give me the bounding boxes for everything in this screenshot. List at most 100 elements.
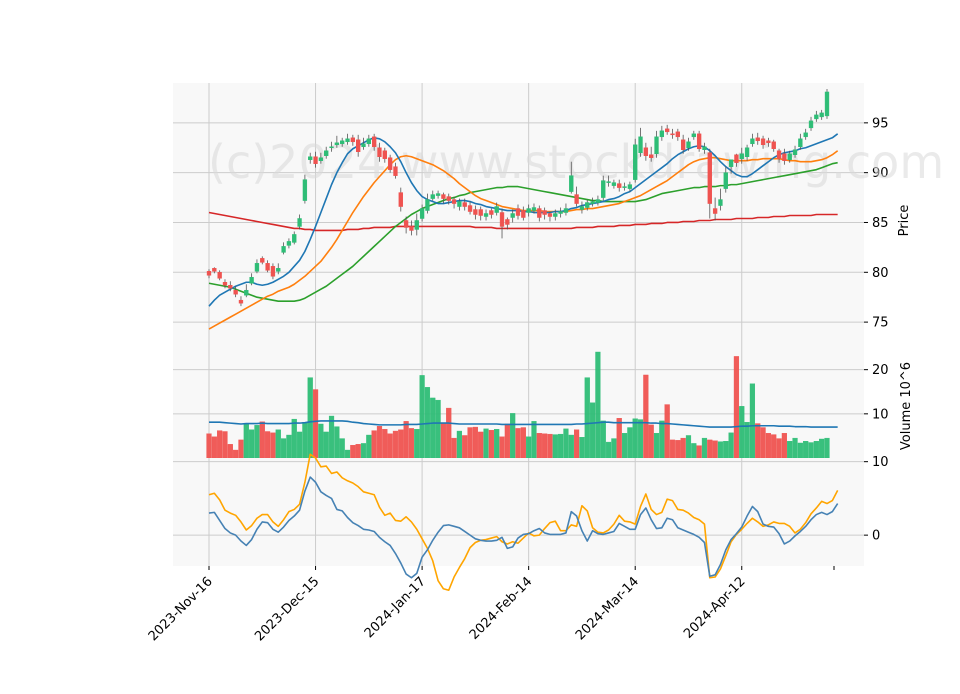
x-tick-label: 2024-Apr-12 <box>681 574 748 641</box>
volume-bar-up <box>531 421 537 459</box>
candle-up <box>340 140 345 145</box>
candle-up <box>803 132 808 138</box>
candle-up <box>414 220 419 230</box>
candle-down <box>696 133 702 150</box>
candle-down <box>233 289 238 295</box>
candle-up <box>318 157 324 161</box>
volume-bar-down <box>574 429 580 459</box>
candle-down <box>382 150 387 159</box>
volume-bar-up <box>296 431 303 459</box>
volume-bar-up <box>808 442 814 459</box>
volume-bar-down <box>765 433 771 459</box>
macd-line <box>208 476 839 579</box>
candle-up <box>585 202 590 208</box>
volume-bar-down <box>233 449 239 459</box>
candle-down <box>270 266 276 277</box>
volume-bar-up <box>552 434 558 459</box>
volume-bar-down <box>270 432 276 459</box>
candle-up <box>249 277 254 284</box>
candle-up <box>744 147 750 157</box>
candle-up <box>553 213 558 217</box>
candle-down <box>776 150 782 159</box>
volume-bar-down <box>408 428 415 459</box>
candle-up <box>622 186 627 188</box>
volume-bar-down <box>312 389 319 459</box>
y-tick-label: 20 <box>872 363 889 378</box>
volume-bar-down <box>259 421 265 459</box>
volume-bar-up <box>563 428 569 459</box>
candle-down <box>467 205 473 212</box>
macd-panel-background <box>173 458 864 566</box>
candle-up <box>425 199 430 211</box>
candle-up <box>686 141 691 149</box>
candle-down <box>680 139 686 151</box>
volume-bar-down <box>675 440 681 459</box>
candle-up <box>324 150 329 156</box>
volume-bar-up <box>307 377 313 459</box>
volume-bar-down <box>616 418 622 459</box>
candle-up <box>435 193 441 196</box>
candle-up <box>286 241 292 246</box>
volume-bar-up <box>558 433 564 459</box>
candle-down <box>521 210 526 218</box>
volume-y-axis: 10 20 <box>173 363 889 422</box>
volume-bar-up <box>328 415 335 459</box>
candle-up <box>244 289 249 296</box>
volume-bar-up <box>685 435 692 459</box>
volume-bar-down <box>440 422 447 459</box>
volume-bar-up <box>430 397 436 459</box>
x-axis: 2023-Nov-16 2023-Dec-15 2024-Jan-17 2024-Fe… <box>146 566 835 644</box>
candle-up <box>281 246 286 253</box>
volume-bar-down <box>392 430 399 459</box>
volume-bar-up <box>659 420 665 459</box>
volume-bar-down <box>472 426 478 459</box>
candle-down <box>665 128 670 133</box>
candle-down <box>499 212 505 227</box>
volume-bar-up <box>584 377 590 459</box>
volume-bar-up <box>632 418 638 459</box>
candle-down <box>238 299 244 304</box>
volume-bar-up <box>318 423 324 459</box>
candle-down <box>441 194 446 199</box>
volume-bar-up <box>456 430 462 459</box>
candle-up <box>569 175 574 192</box>
volume-bar-down <box>712 440 718 459</box>
volume-bar-up <box>494 429 500 459</box>
volume-bar-up <box>291 418 297 459</box>
volume-bar-up <box>360 443 367 459</box>
candle-up <box>808 120 814 129</box>
volume-bar-down <box>462 435 468 459</box>
volume-bar-up <box>344 449 351 459</box>
x-tick-label: 2024-Mar-14 <box>573 574 642 643</box>
candle-up <box>457 201 462 207</box>
volume-bar-up <box>323 431 329 459</box>
volume-bar-up <box>526 436 532 459</box>
candle-up <box>579 206 585 210</box>
y-tick-label: 95 <box>872 116 889 131</box>
candle-down <box>478 209 483 216</box>
candle-down <box>515 208 521 216</box>
volume-bar-up <box>595 351 601 459</box>
volume-bar-down <box>217 430 223 459</box>
volume-bar-down <box>643 374 649 459</box>
candle-down <box>766 140 771 144</box>
candle-up <box>590 201 595 204</box>
volume-bar-up <box>723 441 729 459</box>
candle-up <box>702 146 707 151</box>
candle-up <box>606 181 611 183</box>
candle-up <box>531 207 537 211</box>
y-tick-label: 0 <box>872 529 880 544</box>
volume-bar-down <box>520 427 526 459</box>
volume-bar-up <box>334 426 340 459</box>
volume-bar-up <box>797 442 803 459</box>
volume-bar-down <box>403 421 409 459</box>
candle-down <box>350 137 356 143</box>
candle-up <box>345 138 350 143</box>
candle-up <box>627 184 633 189</box>
candle-down <box>542 210 547 215</box>
volume-bar-up <box>483 428 489 459</box>
volume-bar-up <box>275 429 281 459</box>
volume-bar-down <box>478 431 484 459</box>
